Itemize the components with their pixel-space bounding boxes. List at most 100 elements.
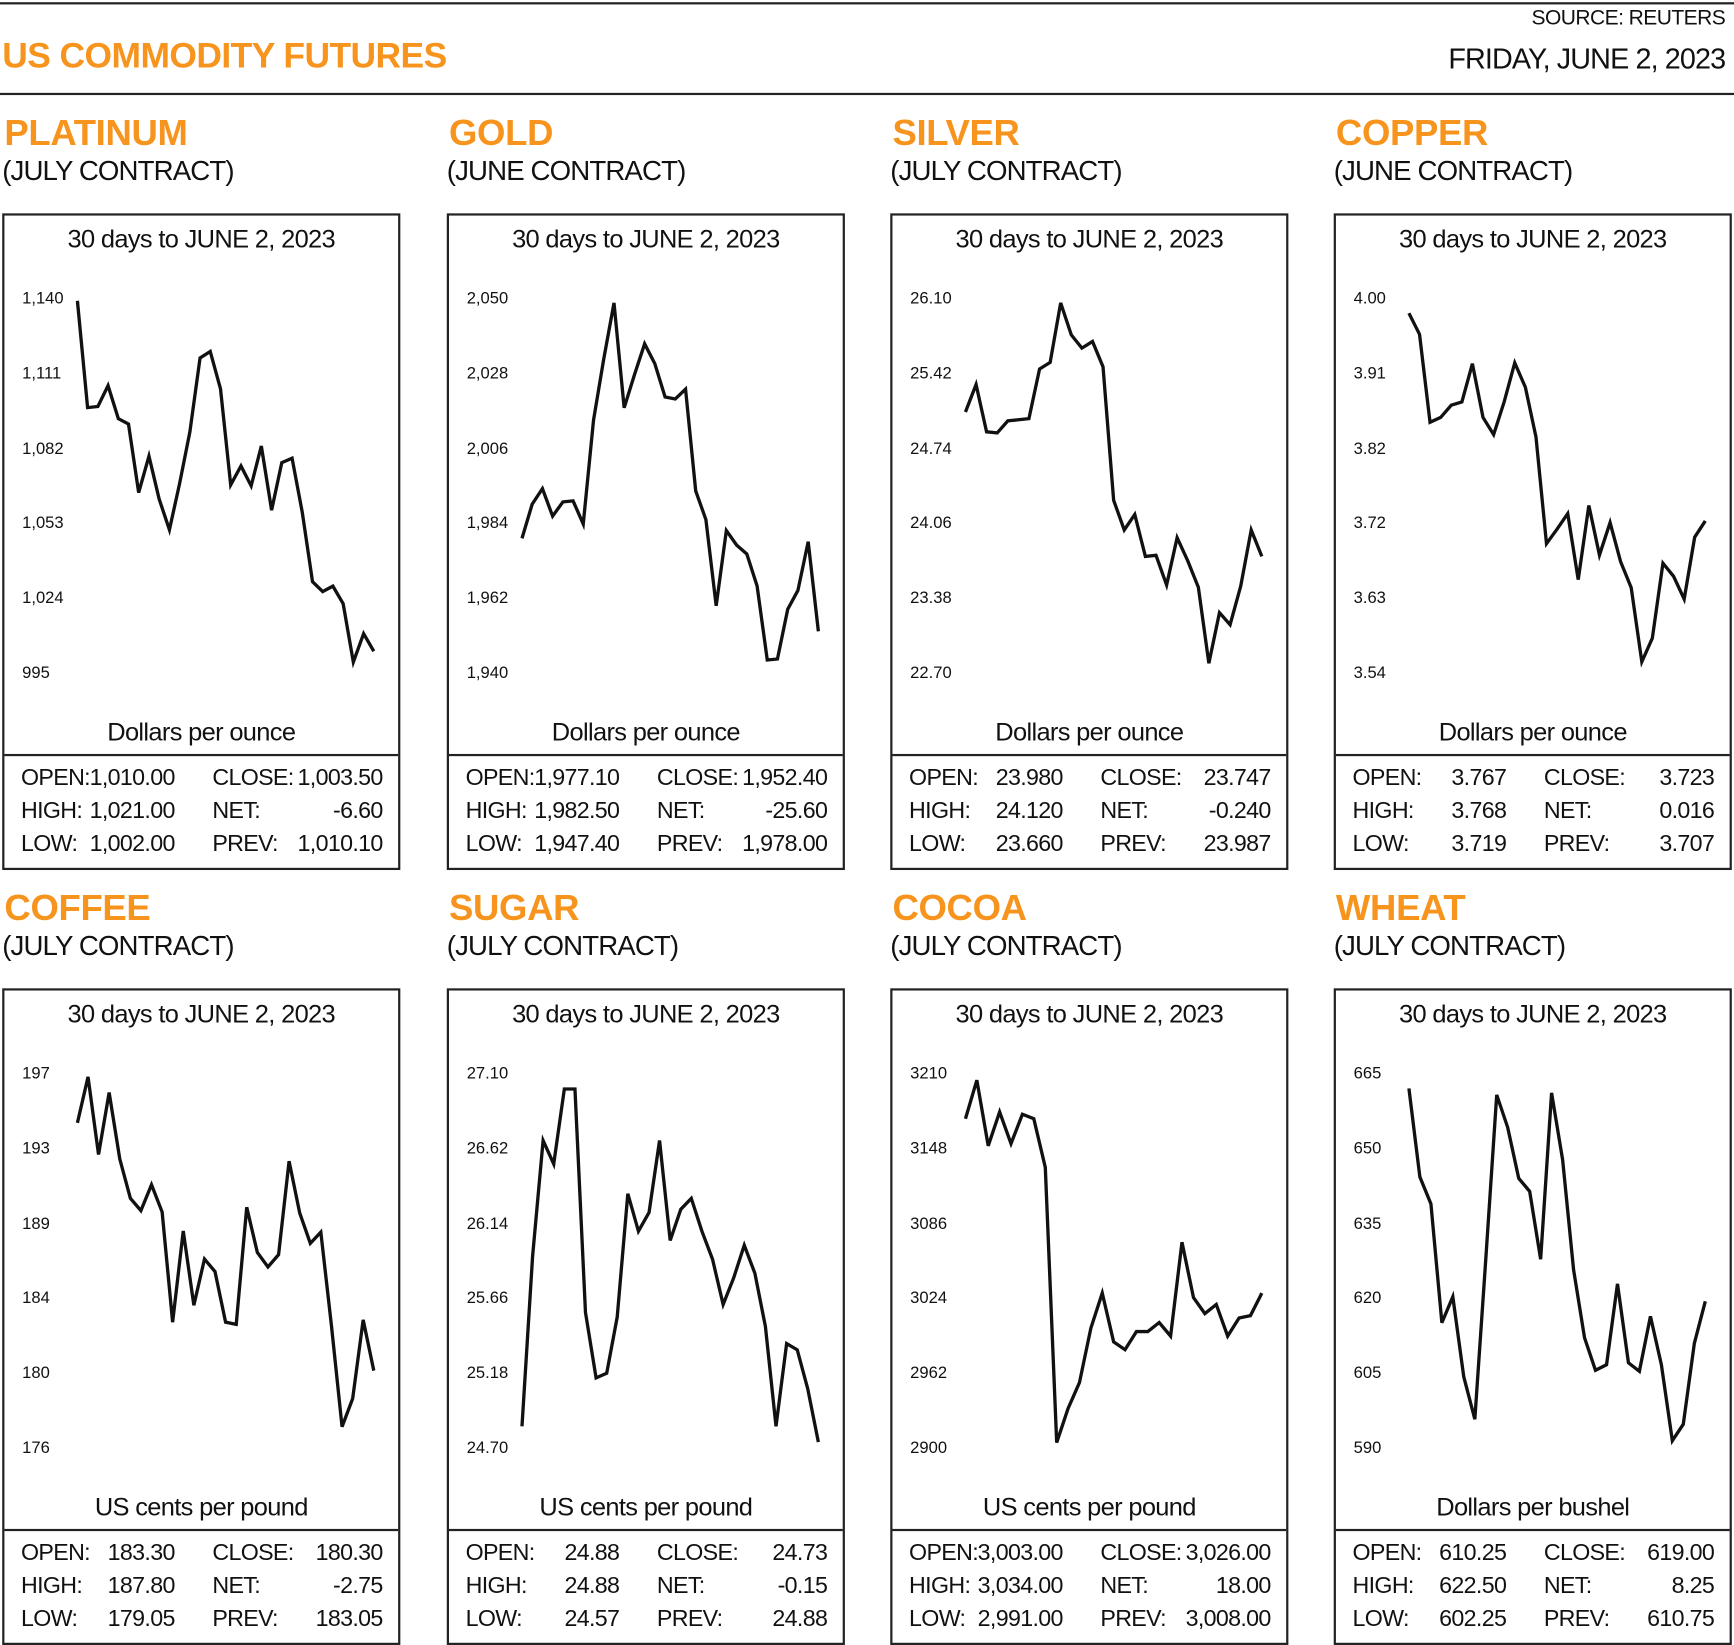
stat-value-close: 180.30 [315, 1539, 384, 1566]
stats-row: HIGH: 622.50 NET: 8.25 [1336, 1573, 1730, 1606]
stat-value-high: 1,021.00 [89, 798, 176, 824]
stat-label-low: LOW: [21, 1606, 78, 1632]
commodity-name: COCOA [892, 886, 1027, 928]
stat-value-net: 0.016 [1659, 798, 1715, 824]
page-date: FRIDAY, JUNE 2, 2023 [1448, 42, 1726, 76]
y-tick-label: 1,140 [22, 289, 64, 308]
y-tick-label: 1,962 [466, 588, 509, 608]
stat-label-close: CLOSE: [212, 765, 294, 791]
stat-label-low: LOW: [909, 831, 966, 857]
price-line [1407, 1088, 1707, 1446]
chart-box: 30 days to JUNE 2, 2023 4.00 3.91 3.82 3.72 3… [1333, 213, 1732, 871]
stats-divider [448, 1528, 843, 1532]
stat-label-prev: PREV: [212, 831, 278, 857]
stat-value-low: 2,991.00 [977, 1606, 1064, 1632]
stat-value-high: 187.80 [107, 1573, 176, 1599]
stat-value-open: 610.25 [1439, 1539, 1507, 1566]
y-tick-label: 26.14 [466, 1213, 509, 1233]
stat-label-close: CLOSE: [1100, 1539, 1182, 1566]
unit-label: Dollars per ounce [107, 717, 296, 747]
stat-label-net: NET: [656, 1573, 705, 1599]
stat-label-high: HIGH: [21, 798, 83, 824]
stats-row: HIGH: 24.88 NET: -0.15 [449, 1573, 843, 1606]
stat-value-open: 24.88 [564, 1539, 620, 1566]
y-tick-label: 2,050 [466, 289, 509, 308]
commodity-name: PLATINUM [4, 111, 188, 153]
y-tick-label: 1,024 [22, 588, 64, 608]
chart-title: 30 days to JUNE 2, 2023 [512, 224, 780, 254]
stats-row: OPEN: 3.767 CLOSE: 3.723 [1336, 765, 1730, 798]
y-tick-label: 2,028 [466, 364, 509, 383]
stat-value-close: 3.723 [1659, 765, 1715, 791]
y-tick-label: 4.00 [1353, 289, 1386, 308]
stat-value-prev: 24.88 [772, 1606, 828, 1632]
chart-title: 30 days to JUNE 2, 2023 [1398, 224, 1667, 254]
contract-label: (JULY CONTRACT) [1333, 930, 1566, 962]
price-chart [75, 300, 376, 669]
y-tick-label: 189 [22, 1213, 50, 1233]
stat-label-net: NET: [1100, 798, 1149, 824]
price-chart [963, 302, 1264, 664]
y-tick-label: 3148 [910, 1138, 948, 1158]
price-line [75, 1076, 376, 1428]
stat-value-close: 1,003.50 [297, 765, 384, 791]
stat-value-high: 24.120 [995, 798, 1064, 824]
stats-row: OPEN: 183.30 CLOSE: 180.30 [4, 1540, 398, 1573]
chart-title: 30 days to JUNE 2, 2023 [67, 224, 336, 254]
unit-label: Dollars per ounce [551, 717, 741, 747]
stat-value-low: 24.57 [564, 1606, 620, 1632]
price-chart [75, 1076, 376, 1428]
stats-row: LOW: 3.719 PREV: 3.707 [1336, 831, 1730, 864]
stat-value-net: -2.75 [333, 1573, 383, 1599]
stat-value-low: 179.05 [107, 1606, 176, 1632]
chart-box: 30 days to JUNE 2, 2023 197 193 189 184 180 17… [2, 988, 401, 1645]
commodity-name: GOLD [448, 111, 554, 153]
stat-value-prev: 1,978.00 [742, 831, 828, 857]
y-tick-label: 23.38 [910, 588, 952, 608]
price-line [963, 1079, 1264, 1444]
chart-box: 30 days to JUNE 2, 2023 27.10 26.62 26.14 25… [446, 988, 845, 1645]
contract-label: (JULY CONTRACT) [2, 155, 234, 187]
stat-label-close: CLOSE: [656, 765, 739, 791]
stat-value-low: 1,002.00 [89, 831, 176, 857]
stat-value-prev: 23.987 [1203, 831, 1272, 857]
chart-box: 30 days to JUNE 2, 2023 1,140 1,111 1,082 1,… [2, 213, 401, 871]
y-tick-label: 590 [1353, 1438, 1382, 1458]
stat-value-close: 1,952.40 [742, 765, 828, 791]
chart-title: 30 days to JUNE 2, 2023 [955, 999, 1224, 1029]
stats-row: LOW: 23.660 PREV: 23.987 [892, 831, 1286, 864]
price-line [520, 1087, 820, 1443]
stat-value-low: 23.660 [995, 831, 1064, 857]
y-tick-label: 3210 [910, 1064, 948, 1083]
stats-row: LOW: 602.25 PREV: 610.75 [1336, 1606, 1730, 1639]
page-title: US COMMODITY FUTURES [2, 35, 447, 76]
y-tick-label: 620 [1353, 1288, 1382, 1308]
stat-label-open: OPEN: [21, 1539, 91, 1566]
stat-value-low: 3.719 [1451, 831, 1507, 857]
contract-label: (JULY CONTRACT) [890, 930, 1122, 962]
stat-value-net: -0.15 [777, 1573, 828, 1599]
y-tick-label: 605 [1353, 1363, 1382, 1383]
stat-label-prev: PREV: [1100, 831, 1166, 857]
unit-label: Dollars per ounce [1438, 717, 1628, 747]
y-tick-label: 27.10 [466, 1064, 509, 1083]
stat-value-prev: 183.05 [315, 1606, 384, 1632]
stat-label-prev: PREV: [1543, 1606, 1610, 1632]
stat-value-open: 23.980 [995, 765, 1064, 791]
stats-row: LOW: 24.57 PREV: 24.88 [449, 1606, 843, 1639]
contract-label: (JULY CONTRACT) [446, 930, 679, 962]
unit-label: Dollars per ounce [995, 717, 1184, 747]
stats-row: HIGH: 3,034.00 NET: 18.00 [892, 1573, 1286, 1606]
stat-value-open: 3,003.00 [977, 1539, 1064, 1566]
price-chart [520, 302, 821, 662]
y-tick-label: 26.62 [466, 1138, 509, 1158]
stats-divider [892, 1528, 1287, 1532]
chart-title: 30 days to JUNE 2, 2023 [67, 999, 336, 1029]
stat-label-close: CLOSE: [1543, 1539, 1626, 1566]
stat-label-open: OPEN: [465, 1539, 536, 1566]
price-chart [1407, 1088, 1707, 1446]
stat-value-net: 8.25 [1671, 1573, 1715, 1599]
stat-label-low: LOW: [21, 831, 78, 857]
stat-label-net: NET: [212, 798, 261, 824]
y-tick-label: 1,940 [466, 663, 509, 683]
